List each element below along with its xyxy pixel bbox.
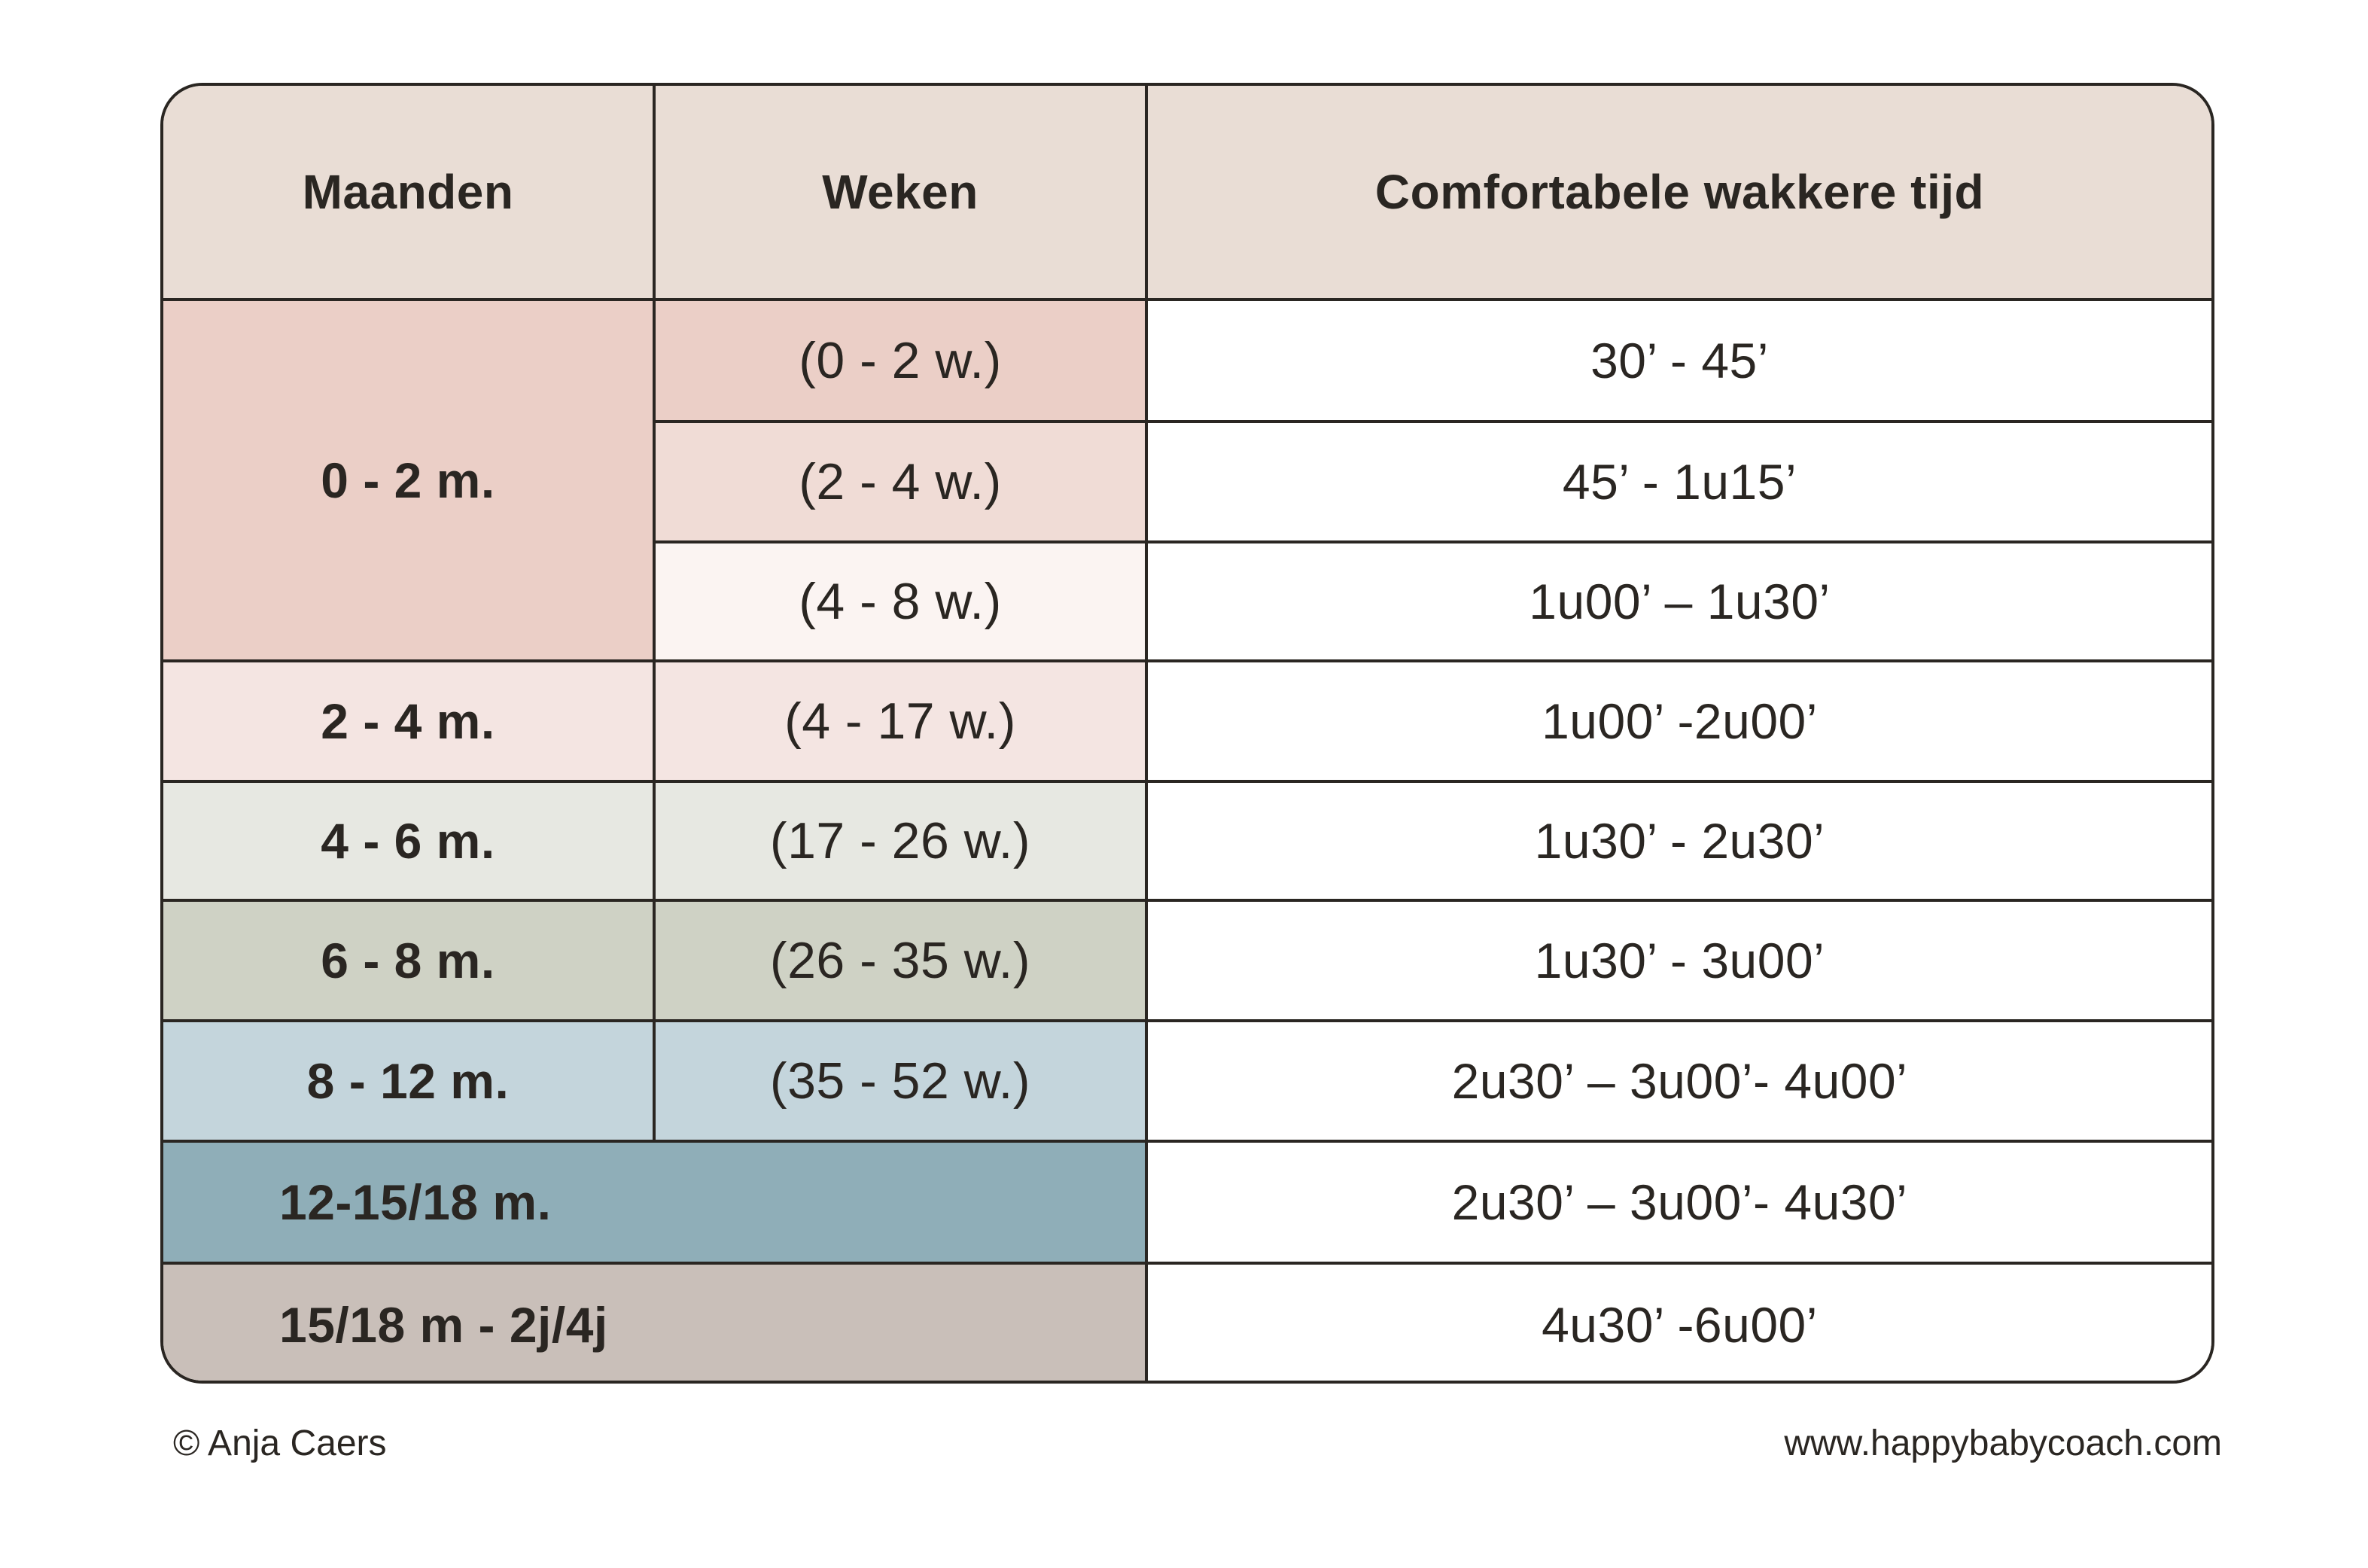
weeks-cell: (26 - 35 w.) [656,902,1148,1022]
weeks-cell: (4 - 17 w.) [656,662,1148,783]
months-cell: 8 - 12 m. [163,1022,656,1143]
copyright-text: © Anja Caers [173,1423,387,1463]
awake-time-cell: 1u00’ -2u00’ [1148,662,2211,783]
awake-time-cell: 2u30’ – 3u00’- 4u30’ [1148,1143,2211,1265]
table-grid: Maanden Weken Comfortabele wakkere tijd … [163,86,2211,1381]
weeks-cell: (35 - 52 w.) [656,1022,1148,1143]
weeks-cell: (0 - 2 w.) [656,301,1148,423]
months-cell: 0 - 2 m. [163,301,656,662]
weeks-cell: (2 - 4 w.) [656,423,1148,543]
months-cell-wide: 12-15/18 m. [163,1143,1148,1265]
header-weeks: Weken [656,86,1148,301]
awake-time-cell: 4u30’ -6u00’ [1148,1265,2211,1381]
awake-time-cell: 1u00’ – 1u30’ [1148,543,2211,662]
months-cell: 6 - 8 m. [163,902,656,1022]
awake-time-cell: 2u30’ – 3u00’- 4u00’ [1148,1022,2211,1143]
awake-time-cell: 45’ - 1u15’ [1148,423,2211,543]
awake-time-cell: 30’ - 45’ [1148,301,2211,423]
awake-time-cell: 1u30’ - 3u00’ [1148,902,2211,1022]
months-cell: 4 - 6 m. [163,783,656,902]
header-months: Maanden [163,86,656,301]
months-cell: 2 - 4 m. [163,662,656,783]
awake-time-cell: 1u30’ - 2u30’ [1148,783,2211,902]
header-awake-time: Comfortabele wakkere tijd [1148,86,2211,301]
weeks-cell: (4 - 8 w.) [656,543,1148,662]
website-link[interactable]: www.happybabycoach.com [1784,1423,2222,1463]
weeks-cell: (17 - 26 w.) [656,783,1148,902]
months-cell-wide: 15/18 m - 2j/4j [163,1265,1148,1381]
wake-time-table: Maanden Weken Comfortabele wakkere tijd … [160,83,2214,1384]
